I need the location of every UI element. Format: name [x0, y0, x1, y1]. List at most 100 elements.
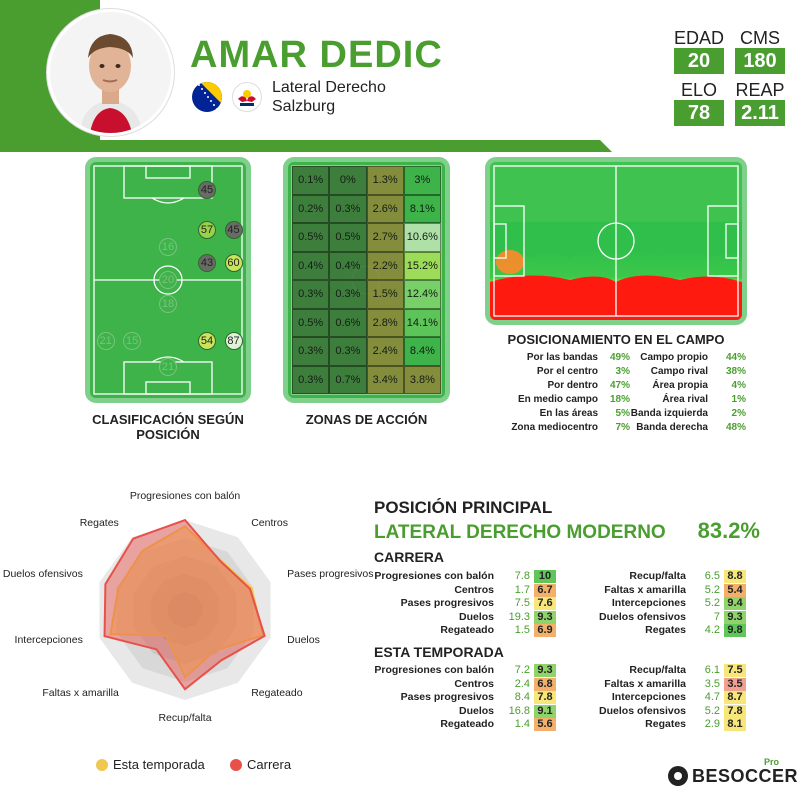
positioning-right-label: Banda derecha	[636, 422, 708, 433]
zone-cell: 14.1%	[403, 308, 441, 337]
zone-cell: 0.4%	[292, 251, 330, 280]
metric-badge: 9.3	[534, 610, 556, 624]
career-heading: CARRERA	[374, 549, 444, 565]
brand-name: BESOCCER	[692, 766, 799, 786]
legend-season-label: Esta temporada	[113, 757, 205, 772]
zone-cell: 0.5%	[329, 223, 367, 252]
classification-pitch: 45 57 45 16 43 60 20 18 21 15 54 87 21	[90, 162, 246, 398]
metric-label: Recup/falta	[629, 664, 686, 676]
besoccer-logo-icon	[668, 766, 688, 786]
bosnia-flag-icon	[192, 82, 222, 112]
metric-badge: 6.7	[534, 583, 556, 597]
metric-value: 5.2	[704, 583, 720, 596]
radar-axis-label: Regates	[79, 516, 119, 529]
metric-label: Recup/falta	[629, 570, 686, 582]
player-avatar	[47, 9, 174, 136]
positioning-right-label: Área rival	[662, 394, 708, 405]
zones-pitch: 0.1% 0% 1.3% 3% 0.2% 0.3% 2.6% 8.1% 0.5% 0.5% 2.7%…	[288, 162, 445, 398]
metric-badge: 8.1	[724, 718, 746, 731]
classification-marker: 54	[198, 332, 216, 351]
metric-value: 19.3	[508, 610, 530, 623]
metric-label: Duelos	[458, 610, 494, 623]
legend-career-dot	[230, 759, 242, 771]
positioning-left-value: 5%	[615, 408, 630, 419]
metric-label: Regates	[645, 718, 686, 730]
metric-value: 6.5	[704, 570, 720, 582]
classification-marker: 43	[198, 254, 216, 273]
zone-cell: 2.2%	[366, 251, 404, 280]
positioning-left-label: Por el centro	[536, 366, 598, 377]
positioning-right-value: 48%	[725, 422, 746, 433]
metric-badge: 9.3	[724, 610, 746, 624]
zone-cell: 0.1%	[292, 166, 330, 195]
metric-value: 7.8	[514, 570, 530, 582]
positioning-caption: POSICIONAMIENTO EN EL CAMPO	[507, 332, 725, 347]
metric-value: 5.2	[704, 597, 720, 609]
classification-marker: 57	[198, 221, 216, 240]
metric-badge: 7.8	[724, 704, 746, 718]
salzburg-crest-icon	[232, 82, 262, 112]
metric-value: 5.2	[704, 704, 720, 717]
metric-label: Progresiones con balón	[374, 570, 494, 582]
zone-cell: 0%	[329, 166, 367, 195]
zone-cell: 0.3%	[292, 365, 330, 394]
metric-value: 16.8	[508, 704, 530, 717]
zone-cell: 0.3%	[329, 337, 367, 366]
positioning-left-label: En medio campo	[517, 394, 598, 405]
stat-reap-value: 2.11	[735, 100, 785, 126]
positioning-left-value: 3%	[615, 366, 630, 377]
classification-marker: 21	[96, 332, 115, 351]
radar-axis-label: Intercepciones	[14, 633, 83, 646]
metric-badge: 7.8	[534, 691, 556, 704]
metric-badge: 5.6	[534, 718, 556, 731]
metric-value: 1.7	[514, 583, 530, 596]
zone-cell: 2.4%	[366, 337, 404, 366]
metric-badge: 10	[534, 570, 556, 583]
main-position-role: LATERAL DERECHO MODERNO	[374, 522, 666, 543]
stat-height-label: CMS	[740, 28, 780, 48]
zone-cell: 15.2%	[403, 251, 441, 280]
zone-cell: 0.7%	[329, 365, 367, 394]
legend-career-label: Carrera	[247, 757, 292, 772]
header: AMAR DEDIC Lateral Derecho Salzburg	[0, 0, 800, 152]
metric-value: 6.1	[704, 664, 720, 676]
metric-value: 2.4	[514, 677, 530, 690]
positioning-left-label: Por las bandas	[526, 352, 598, 363]
classification-marker: 15	[123, 332, 142, 351]
zone-cell: 3%	[403, 166, 441, 195]
metric-badge: 9.8	[724, 624, 746, 637]
metric-label: Intercepciones	[611, 597, 686, 609]
zone-cell: 12.4%	[403, 280, 441, 309]
zone-cell: 0.5%	[292, 308, 330, 337]
player-club: Salzburg	[272, 98, 336, 115]
zone-cell: 8.1%	[403, 194, 441, 223]
metric-value: 7.5	[514, 597, 530, 609]
metric-badge: 6.8	[534, 677, 556, 691]
metric-value: 7.2	[514, 664, 530, 676]
metric-value: 2.9	[704, 718, 720, 730]
metric-label: Regateado	[440, 624, 494, 636]
zone-cell: 0.2%	[292, 194, 330, 223]
zone-cell: 3.4%	[366, 365, 404, 394]
classification-marker: 16	[159, 237, 177, 256]
zone-cell: 2.6%	[366, 194, 404, 223]
metric-label: Duelos ofensivos	[599, 704, 686, 717]
positioning-right-label: Área propia	[652, 380, 708, 391]
stat-height-value: 180	[735, 48, 785, 74]
zone-cell: 0.3%	[292, 337, 330, 366]
zone-cell: 0.3%	[292, 280, 330, 309]
classification-caption: CLASIFICACIÓN SEGÚN POSICIÓN	[92, 412, 244, 442]
stat-age-value: 20	[674, 48, 724, 74]
metric-badge: 7.5	[724, 664, 746, 677]
stat-elo-label: ELO	[680, 80, 718, 100]
zone-cell: 0.3%	[329, 280, 367, 309]
radar-axis-label: Regateado	[251, 687, 303, 700]
main-position-heading: POSICIÓN PRINCIPAL	[374, 498, 553, 517]
positioning-right-value: 38%	[725, 366, 746, 377]
zone-cell: 0.6%	[329, 308, 367, 337]
positioning-left-label: En las áreas	[539, 408, 598, 419]
metric-badge: 9.1	[534, 704, 556, 718]
metric-label: Progresiones con balón	[374, 664, 494, 676]
metric-label: Duelos	[458, 704, 494, 717]
